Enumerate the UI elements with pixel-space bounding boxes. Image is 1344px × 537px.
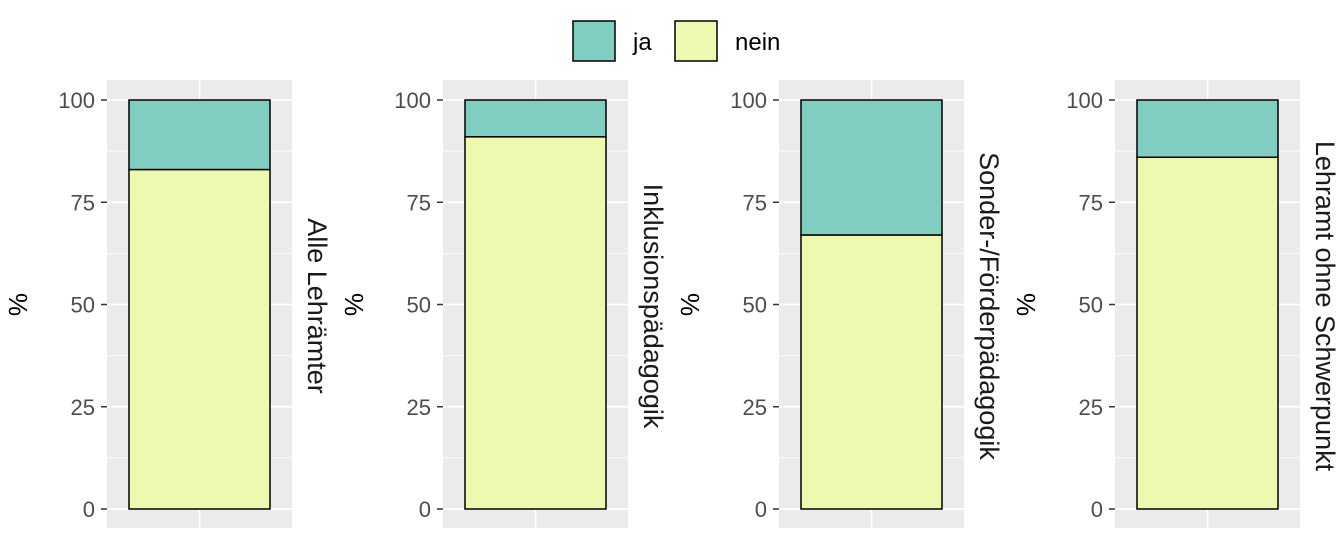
y-tick-label: 100 bbox=[394, 88, 431, 113]
y-tick-label: 25 bbox=[743, 395, 767, 420]
bar-segment-nein bbox=[128, 168, 271, 510]
y-tick-label: 25 bbox=[71, 395, 95, 420]
y-tick-label: 0 bbox=[419, 497, 431, 522]
y-tick-label: 25 bbox=[1079, 395, 1103, 420]
panel-inklusionspadagogik: 0 25 50 75 100% Inklusionspädagogik bbox=[339, 80, 668, 528]
y-tick-label: 100 bbox=[58, 88, 95, 113]
y-tick-label: 100 bbox=[730, 88, 767, 113]
bar-segment-nein bbox=[464, 136, 607, 510]
legend-key-nein bbox=[674, 20, 718, 62]
panel-sonder-forderpadagogik: 0 25 50 75 100% Sonder-/Förderpädagogik bbox=[675, 80, 1004, 528]
y-tick-label: 0 bbox=[1091, 497, 1103, 522]
legend-label-ja: ja bbox=[632, 29, 652, 56]
y-tick-label: 100 bbox=[1066, 88, 1103, 113]
legend: ja nein bbox=[572, 20, 780, 62]
y-tick-label: 75 bbox=[1079, 190, 1103, 215]
bar-segment-ja bbox=[128, 99, 271, 171]
bar-segment-nein bbox=[1136, 156, 1279, 510]
y-tick-label: 50 bbox=[407, 293, 431, 318]
y-tick-label: 50 bbox=[71, 293, 95, 318]
y-tick-label: 75 bbox=[407, 190, 431, 215]
bar-segment-ja bbox=[464, 99, 607, 138]
panel-alle-lehramter: 0 25 50 75 100% Alle Lehrämter bbox=[3, 80, 332, 528]
y-tick-label: 25 bbox=[407, 395, 431, 420]
bar-segment-nein bbox=[800, 234, 943, 510]
y-tick-label: 0 bbox=[755, 497, 767, 522]
y-axis-title: % bbox=[1011, 293, 1041, 316]
legend-label-nein: nein bbox=[735, 29, 780, 56]
y-axis-title: % bbox=[3, 293, 33, 316]
facet-label: Sonder-/Förderpädagogik bbox=[974, 152, 1004, 460]
y-tick-label: 0 bbox=[83, 497, 95, 522]
y-tick-label: 75 bbox=[71, 190, 95, 215]
y-axis-title: % bbox=[339, 293, 369, 316]
y-tick-label: 50 bbox=[743, 293, 767, 318]
bar-segment-ja bbox=[800, 99, 943, 236]
facet-panels: 0 25 50 75 100% Alle Lehrämter 0 25 50 75 100% Inkl… bbox=[3, 80, 1340, 528]
y-axis-title: % bbox=[675, 293, 705, 316]
y-tick-label: 75 bbox=[743, 190, 767, 215]
facet-label: Inklusionspädagogik bbox=[638, 184, 668, 429]
facet-label: Alle Lehrämter bbox=[302, 218, 332, 394]
y-tick-label: 50 bbox=[1079, 293, 1103, 318]
legend-key-ja bbox=[572, 20, 616, 62]
bar-segment-ja bbox=[1136, 99, 1279, 159]
facet-label: Lehramt ohne Schwerpunkt bbox=[1310, 141, 1340, 472]
panel-lehramt-ohne-schwerpunkt: 0 25 50 75 100% Lehramt ohne Schwerpunkt bbox=[1011, 80, 1340, 528]
